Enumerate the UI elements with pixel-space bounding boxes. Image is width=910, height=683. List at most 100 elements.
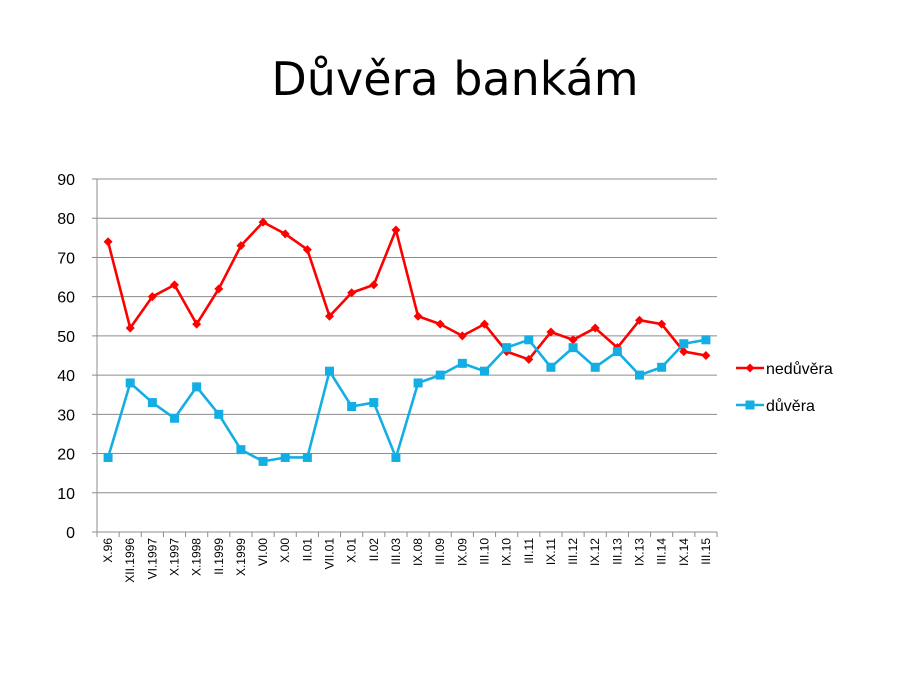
x-tick-label: IX.13 [633, 538, 647, 566]
x-tick-label: X.1998 [190, 538, 204, 576]
data-point [391, 225, 401, 235]
legend-label: nedůvěra [766, 360, 833, 378]
data-point [125, 378, 135, 388]
legend-entry: důvěra [736, 397, 815, 415]
x-tick-label: III.10 [478, 538, 492, 565]
data-point [214, 284, 224, 294]
data-point [125, 323, 135, 333]
data-point [546, 362, 556, 372]
x-tick-label: III.13 [610, 538, 624, 565]
x-tick-label: IX.12 [588, 538, 602, 566]
series-2 [103, 335, 711, 466]
x-tick-label: III.03 [389, 538, 403, 565]
data-point [280, 229, 290, 239]
data-point [103, 237, 113, 247]
y-tick-label: 40 [57, 368, 75, 385]
data-point [302, 452, 312, 462]
series [103, 217, 711, 466]
data-point [590, 362, 600, 372]
data-point [413, 311, 423, 321]
slide-title: Důvěra bankám [271, 52, 639, 106]
x-tick-label: III.09 [433, 538, 447, 565]
x-tick-label: X.1999 [234, 538, 248, 576]
data-point [524, 354, 534, 364]
data-point [568, 343, 578, 353]
data-point [170, 413, 179, 423]
data-point [280, 452, 290, 462]
data-point [369, 280, 379, 290]
x-tick-label: IX.08 [411, 538, 425, 566]
data-point [701, 351, 711, 360]
data-point [147, 292, 157, 302]
data-point [325, 311, 334, 321]
data-point [524, 335, 534, 345]
data-point [657, 362, 667, 372]
data-point [546, 327, 556, 337]
y-tick-label: 20 [57, 447, 75, 464]
data-point [258, 456, 268, 466]
data-point [236, 241, 246, 251]
x-tick-label: III.14 [655, 538, 669, 565]
y-tick-labels: 0 10 20 30 40 50 60 70 80 90 [57, 172, 75, 542]
data-point [170, 280, 179, 290]
x-tick-label: X.01 [345, 538, 359, 563]
x-tick-label: X.96 [101, 538, 115, 563]
data-point [347, 401, 357, 411]
data-point [657, 319, 667, 329]
x-tick-label: IX.09 [455, 538, 469, 566]
data-point [480, 319, 489, 329]
x-tick-label: III.11 [522, 538, 536, 564]
x-tick-label: IX.10 [500, 538, 514, 566]
data-point [435, 370, 445, 380]
x-tick-label: II.1999 [212, 538, 226, 575]
x-tick-label: IX.11 [544, 538, 558, 565]
data-point [457, 358, 467, 368]
data-point [147, 398, 157, 408]
data-point [480, 366, 489, 376]
grid-lines [97, 178, 717, 494]
y-tick-label: 90 [57, 172, 75, 189]
x-tick-labels: X.96 XII.1996 VI.1997 X.1997 X.1998 II.1999 X.… [101, 538, 713, 583]
data-point [435, 319, 445, 329]
data-point [701, 335, 711, 345]
data-point [302, 245, 312, 255]
data-point [192, 382, 202, 392]
data-point [679, 347, 689, 357]
data-point [369, 398, 379, 408]
x-tick-label: IX.14 [677, 538, 691, 566]
data-point [192, 319, 202, 329]
x-tick-label: X.00 [278, 538, 292, 563]
x-tick-label: III.12 [566, 538, 580, 565]
x-tick-label: X.1997 [168, 538, 182, 576]
data-point [325, 366, 334, 376]
data-point [391, 452, 401, 462]
data-point [103, 452, 113, 462]
y-tick-label: 30 [57, 407, 75, 424]
series-line [106, 338, 707, 463]
series-1 [103, 217, 711, 364]
legend-entry: nedůvěra [736, 360, 833, 378]
data-point [612, 347, 622, 357]
data-point [413, 378, 423, 388]
axes [92, 178, 718, 537]
y-tick-label: 50 [57, 329, 75, 346]
data-point [590, 323, 600, 333]
data-point [635, 370, 644, 380]
legend-marker [745, 400, 755, 410]
x-tick-label: II.02 [367, 538, 381, 562]
data-point [457, 331, 467, 341]
y-tick-label: 10 [57, 486, 75, 503]
data-point [679, 339, 689, 349]
y-tick-label: 80 [57, 211, 75, 228]
y-tick-label: 0 [66, 525, 75, 542]
legend: nedůvěra důvěra [736, 360, 833, 415]
x-tick-label: VI.00 [256, 538, 270, 566]
data-point [258, 217, 268, 227]
legend-marker [745, 363, 755, 373]
x-tick-label: XII.1996 [123, 538, 137, 583]
x-tick-label: VII.01 [323, 538, 337, 570]
data-point [568, 335, 578, 345]
series-line [106, 220, 707, 361]
y-tick-label: 60 [57, 290, 75, 307]
